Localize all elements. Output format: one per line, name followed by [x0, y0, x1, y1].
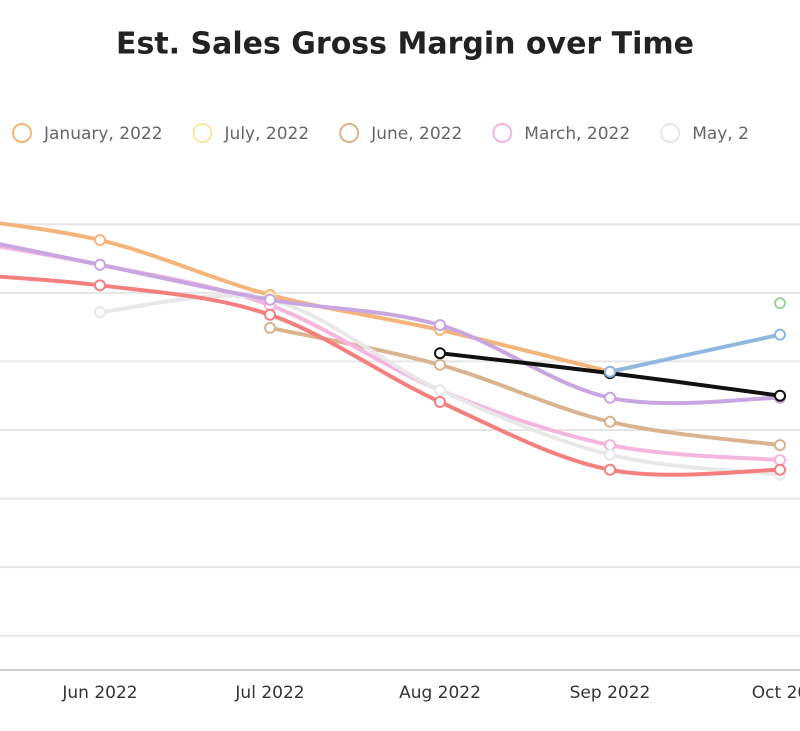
data-point [774, 389, 786, 402]
data-point [434, 384, 446, 397]
data-point [774, 328, 786, 341]
series-line [0, 274, 781, 477]
legend-marker [12, 123, 32, 143]
legend-label: May, 2 [692, 124, 749, 144]
x-tick-label: Oct 20 [752, 683, 800, 703]
x-tick-label: Sep 2022 [570, 683, 651, 703]
data-point [604, 365, 616, 378]
data-point [94, 234, 106, 247]
series-line [0, 242, 781, 406]
data-point [434, 347, 446, 360]
legend-label: March, 2022 [524, 124, 630, 144]
data-point [434, 319, 446, 332]
data-point [434, 395, 446, 408]
legend-label: July, 2022 [224, 124, 310, 144]
x-tick-label: Jun 2022 [61, 683, 137, 703]
legend-label: June, 2022 [370, 124, 462, 144]
data-point [264, 321, 276, 334]
legend-marker [339, 123, 360, 143]
data-point [94, 306, 106, 319]
data-point [94, 279, 106, 292]
data-point [774, 297, 786, 310]
x-tick-label: Jul 2022 [234, 683, 304, 703]
data-point [774, 463, 786, 476]
data-point [604, 463, 616, 476]
data-point [604, 391, 616, 404]
legend-marker [492, 123, 513, 143]
legend-marker [660, 123, 681, 143]
data-point [264, 308, 276, 321]
data-point [774, 454, 786, 467]
legend-marker [192, 123, 213, 143]
data-point [604, 439, 616, 452]
x-tick-label: Aug 2022 [399, 683, 481, 703]
data-point [774, 439, 786, 452]
data-point [264, 293, 276, 306]
data-point [94, 258, 106, 271]
data-point [434, 358, 446, 371]
legend-label: January, 2022 [43, 124, 163, 144]
data-point [604, 415, 616, 428]
chart-title: Est. Sales Gross Margin over Time [116, 27, 694, 62]
series-line [609, 332, 781, 374]
data-point [604, 448, 616, 461]
